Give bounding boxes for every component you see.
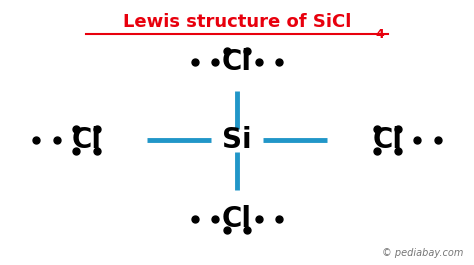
Text: 4: 4 <box>375 28 384 41</box>
Text: Cl: Cl <box>222 48 252 76</box>
Text: Cl: Cl <box>222 205 252 233</box>
Text: Cl: Cl <box>71 126 101 154</box>
Text: Cl: Cl <box>373 126 403 154</box>
Text: Lewis structure of SiCl: Lewis structure of SiCl <box>123 13 351 31</box>
Text: © pediabay.com: © pediabay.com <box>382 248 463 258</box>
Text: Si: Si <box>222 126 252 154</box>
